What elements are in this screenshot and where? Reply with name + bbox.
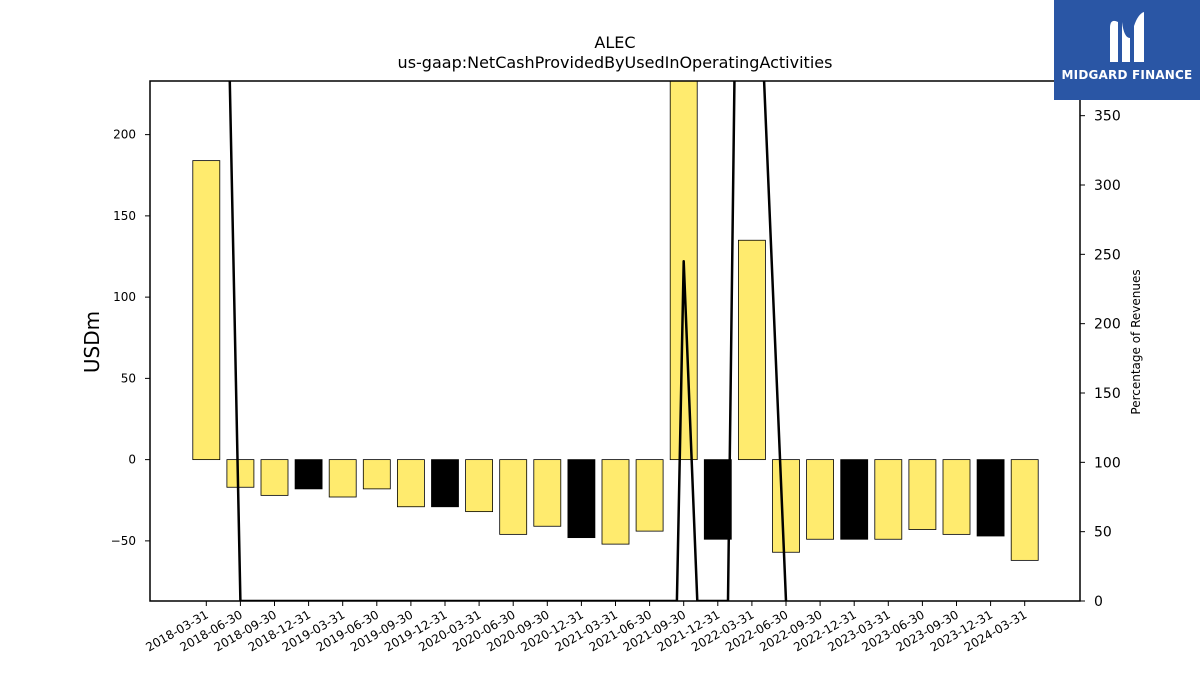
y-axis-label: USDm [80,311,104,373]
y2-tick-label: 50 [1094,525,1112,541]
bar [465,459,494,513]
bar [431,459,459,508]
y2-tick-label: 100 [1094,455,1121,471]
bar [396,459,425,508]
bar [738,239,766,461]
bar [874,459,903,540]
bar [192,160,221,461]
y2-axis-label: Percentage of Revenues [1129,269,1143,414]
chart-subtitle: us-gaap:NetCashProvidedByUsedInOperating… [398,53,833,72]
y2-tick-label: 250 [1094,247,1121,263]
bar [806,459,834,540]
bar [840,459,869,540]
bar [226,459,255,488]
bar [533,459,562,527]
bar [294,459,323,490]
y2-tick-label: 350 [1094,109,1121,125]
y-tick-label: 150 [113,209,136,223]
bar [362,459,391,490]
y-axis-left: −50 0 50 100 150 200 [111,128,150,548]
y-tick-label: 50 [121,371,136,385]
x-axis: 2018-03-312018-06-302018-09-302018-12-31… [143,601,1029,654]
bar [567,459,596,539]
plot-border [149,80,1081,602]
y2-tick-label: 200 [1094,317,1121,333]
y-tick-label: 100 [113,290,136,304]
chart-title: ALEC [594,33,635,52]
y2-tick-label: 150 [1094,386,1121,402]
brand-logo: MIDGARD FINANCE [1054,0,1200,100]
bar [1010,459,1039,561]
bar [499,459,528,535]
percentage-line [228,81,788,601]
y-tick-label: 0 [128,453,136,467]
brand-name: MIDGARD FINANCE [1061,68,1193,82]
bar [601,459,630,545]
bar [635,459,664,532]
bar [703,459,732,540]
percentage-line-path [228,81,788,601]
bar [942,459,971,535]
y-tick-label: 200 [113,128,136,142]
bar [260,459,289,496]
y-axis-right: 0 50 100 150 200 250 300 350 [1080,109,1121,610]
bar [772,459,800,553]
bar [908,459,937,530]
y2-tick-label: 0 [1094,594,1103,610]
midgard-logo-icon [1110,12,1144,62]
y2-tick-label: 300 [1094,178,1121,194]
bars [192,81,1039,561]
bar [328,459,357,498]
bar [976,459,1005,537]
y-tick-label: −50 [111,534,136,548]
